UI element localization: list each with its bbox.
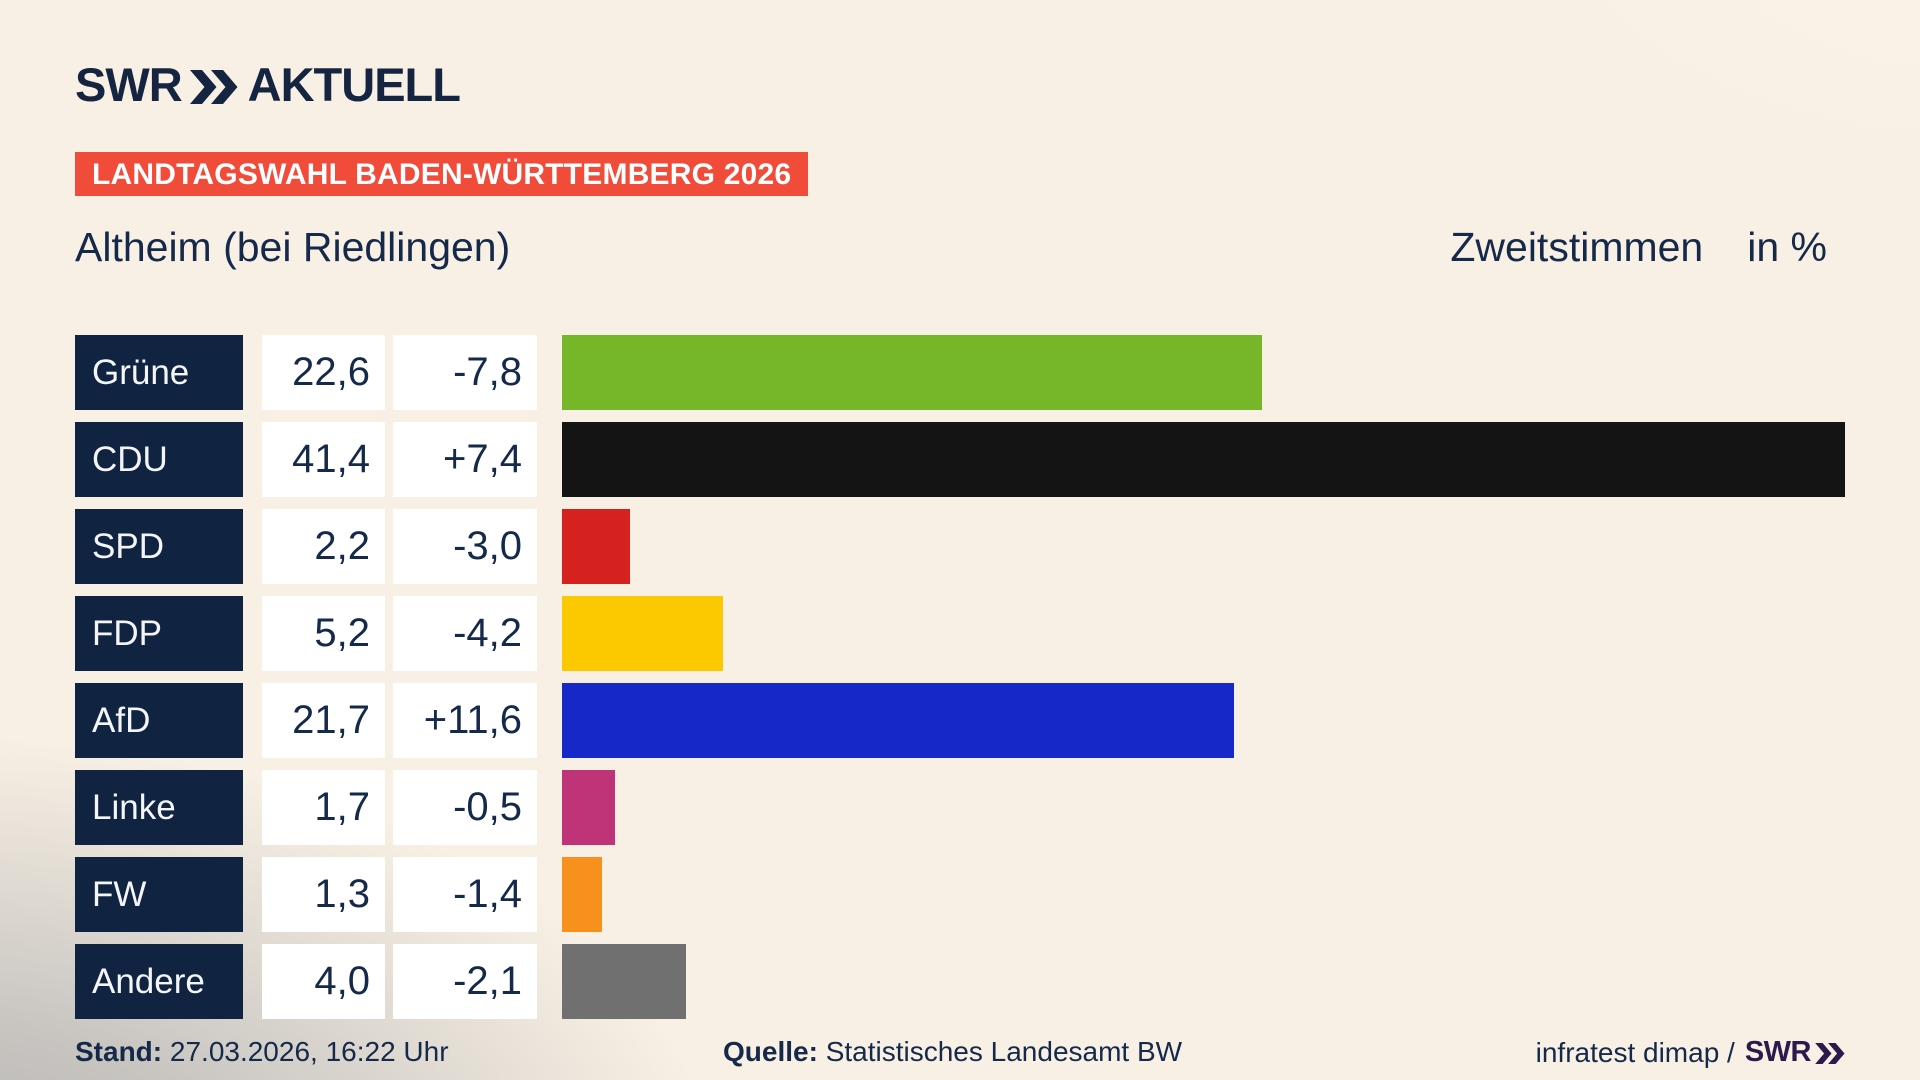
party-value: 4,0 [262,944,385,1019]
party-value: 2,2 [262,509,385,584]
source-label: Quelle: [723,1036,818,1067]
unit-label: in % [1747,224,1827,270]
election-badge: LANDTAGSWAHL BADEN-WÜRTTEMBERG 2026 [75,152,809,196]
swr-aktuell-logo: SWR AKTUELL [75,58,461,112]
credit-text: infratest dimap / [1535,1036,1735,1068]
result-row-linke: Linke 1,7 -0,5 [75,770,1845,845]
result-row-fw: FW 1,3 -1,4 [75,857,1845,932]
result-row-fdp: FDP 5,2 -4,2 [75,596,1845,671]
vote-type-label: Zweitstimmen [1450,224,1704,270]
party-label: SPD [75,509,243,584]
party-label: Andere [75,944,243,1019]
credit: infratest dimap / SWR [1536,1036,1845,1069]
aktuell-logo-text: AKTUELL [247,58,461,111]
party-change: +11,6 [393,683,537,758]
party-change: -1,4 [393,857,537,932]
vote-type-title: Zweitstimmen in % [1450,224,1827,271]
party-label: Linke [75,770,243,845]
party-change: -7,8 [393,335,537,410]
party-value: 41,4 [262,422,385,497]
result-row-cdu: CDU 41,4 +7,4 [75,422,1845,497]
party-label: Grüne [75,335,243,410]
party-label: FW [75,857,243,932]
double-chevron-icon [1815,1043,1845,1064]
party-value: 1,3 [262,857,385,932]
party-bar [562,683,1234,758]
party-change: -3,0 [393,509,537,584]
party-bar [562,944,686,1019]
party-value: 21,7 [262,683,385,758]
party-change: -4,2 [393,596,537,671]
double-chevron-icon [189,70,238,104]
result-row-spd: SPD 2,2 -3,0 [75,509,1845,584]
stand-label: Stand: [75,1036,163,1067]
municipality-title: Altheim (bei Riedlingen) [75,224,511,270]
source-note: Quelle: Statistisches Landesamt BW [723,1036,1182,1068]
party-change: -0,5 [393,770,537,845]
source-value: Statistisches Landesamt BW [825,1036,1183,1067]
party-label: CDU [75,422,243,497]
stand-value: 27.03.2026, 16:22 Uhr [169,1036,449,1067]
party-bar [562,770,615,845]
result-row-grne: Grüne 22,6 -7,8 [75,335,1845,410]
stand-timestamp: Stand: 27.03.2026, 16:22 Uhr [75,1036,449,1068]
party-bar [562,422,1845,497]
title-row: Altheim (bei Riedlingen) Zweitstimmen in… [75,224,1827,271]
result-row-andere: Andere 4,0 -2,1 [75,944,1845,1019]
party-bar [562,335,1262,410]
party-change: -2,1 [393,944,537,1019]
results-chart: Grüne 22,6 -7,8 CDU 41,4 +7,4 SPD 2,2 -3,0 FDP 5,2… [75,335,1845,1019]
party-label: FDP [75,596,243,671]
party-value: 1,7 [262,770,385,845]
party-change: +7,4 [393,422,537,497]
party-bar [562,509,630,584]
party-value: 22,6 [262,335,385,410]
party-label: AfD [75,683,243,758]
party-value: 5,2 [262,596,385,671]
footer: Stand: 27.03.2026, 16:22 Uhr Quelle: Sta… [75,1036,1845,1076]
swr-logo-text: SWR [75,58,183,111]
party-bar [562,857,602,932]
party-bar [562,596,723,671]
result-row-afd: AfD 21,7 +11,6 [75,683,1845,758]
swr-credit-logo: SWR [1745,1036,1845,1069]
